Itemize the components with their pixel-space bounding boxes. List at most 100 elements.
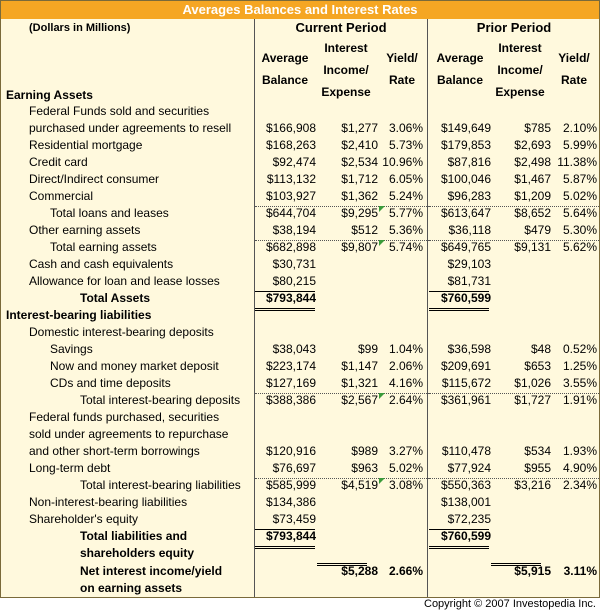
current-yield-cell: 10.96% [382,155,423,169]
current-interest-cell: $989 [351,444,378,458]
row-label: Long-term debt [29,461,111,475]
prior-average-balance-cell: $209,691 [440,359,491,373]
current-average-balance-cell: $120,916 [265,444,316,458]
row-label: Earning Assets [6,88,93,102]
prior-average-balance-cell: $96,283 [447,189,491,203]
current-yield-cell: 5.73% [388,138,423,152]
current-average-balance-cell: $793,844 [265,529,316,543]
prior-average-balance-cell: $138,001 [440,495,491,509]
prior-yield-cell: 5.64% [562,206,597,220]
row-label: Net interest income/yield [80,564,223,578]
comment-marker-icon [379,478,385,484]
row-label: Total interest-bearing deposits [80,393,241,407]
prior-yield-cell: 2.34% [562,478,597,492]
row-label: Federal Funds sold and securities [29,104,210,118]
current-interest-cell: $9,295 [341,206,378,220]
current-average-balance-cell: $127,169 [265,376,316,390]
col-header-yield: Yield/ Rate [558,51,590,87]
table-title: Averages Balances and Interest Rates [1,1,599,19]
prior-yield-cell: 5.02% [562,189,597,203]
table-rule [255,206,429,207]
col-header-average-balance: Average Balance [436,51,484,87]
prior-period-header: Prior Period [476,20,552,35]
prior-average-balance-cell: $179,853 [440,138,491,152]
table-rule [317,563,367,566]
balance-sheet-table: Averages Balances and Interest Rates (Do… [0,0,600,598]
prior-yield-cell: 4.90% [562,461,597,475]
current-average-balance-cell: $113,132 [266,172,316,186]
table-rule [255,291,315,292]
row-label: Shareholder's equity [29,512,139,526]
current-interest-cell: $1,277 [341,121,378,135]
prior-interest-cell: $48 [530,342,551,356]
prior-interest-cell: $653 [524,359,551,373]
prior-average-balance-cell: $77,924 [447,461,491,475]
current-yield-cell: 2.64% [388,393,423,407]
prior-interest-cell: $1,727 [514,393,551,407]
table-rule [429,206,599,207]
prior-interest-cell: $2,693 [514,138,551,152]
prior-yield-cell: 5.30% [562,223,597,237]
table-rule [255,546,315,549]
units-note: (Dollars in Millions) [29,22,131,34]
row-label: shareholders equity [80,546,195,560]
row-label: Savings [50,342,93,356]
prior-interest-cell: $534 [524,444,551,458]
prior-average-balance-cell: $36,598 [447,342,491,356]
current-average-balance-cell: $38,194 [272,223,316,237]
prior-average-balance-cell: $110,478 [441,444,491,458]
copyright-notice: Copyright © 2007 Investopedia Inc. [424,598,596,610]
table-rule [255,478,429,479]
current-average-balance-cell: $793,844 [265,291,316,305]
row-label: and other short-term borrowings [29,444,200,458]
prior-interest-cell: $2,498 [514,155,551,169]
row-label: Total liabilities and [80,529,188,543]
prior-average-balance-cell: $361,961 [440,393,491,407]
prior-average-balance-cell: $87,816 [447,155,491,169]
col-header-yield: Yield/ Rate [386,51,418,87]
prior-average-balance-cell: $36,118 [448,223,492,237]
current-average-balance-cell: $80,215 [272,274,316,288]
prior-yield-cell: 0.52% [562,342,597,356]
prior-interest-cell: $785 [524,121,551,135]
current-interest-cell: $1,321 [341,376,378,390]
prior-average-balance-cell: $149,649 [440,121,491,135]
current-yield-cell: 5.77% [388,206,423,220]
current-average-balance-cell: $103,927 [265,189,316,203]
current-average-balance-cell: $73,459 [272,512,316,526]
current-yield-cell: 2.06% [388,359,423,373]
row-label: Federal funds purchased, securities [29,410,220,424]
row-label: Other earning assets [29,223,141,237]
prior-average-balance-cell: $29,103 [447,257,491,271]
current-average-balance-cell: $682,898 [265,240,316,254]
current-yield-cell: 3.08% [388,478,423,492]
current-average-balance-cell: $168,263 [265,138,316,152]
column-divider [427,19,428,597]
prior-yield-cell: 5.62% [562,240,597,254]
table-rule [429,529,489,530]
row-label: Now and money market deposit [50,359,219,373]
row-label: Residential mortgage [29,138,143,152]
current-yield-cell: 5.36% [388,223,423,237]
current-interest-cell: $1,147 [341,359,378,373]
comment-marker-icon [379,393,385,399]
prior-average-balance-cell: $649,765 [440,240,491,254]
current-average-balance-cell: $166,908 [265,121,316,135]
current-average-balance-cell: $585,999 [265,478,316,492]
prior-yield-cell: 1.91% [562,393,597,407]
prior-average-balance-cell: $115,672 [441,376,491,390]
prior-interest-cell: $1,209 [514,189,551,203]
current-interest-cell: $2,567 [341,393,378,407]
col-header-average-balance: Average Balance [261,51,309,87]
prior-average-balance-cell: $100,046 [440,172,491,186]
current-average-balance-cell: $388,386 [265,393,316,407]
prior-average-balance-cell: $760,599 [440,291,491,305]
current-yield-cell: 3.27% [388,444,423,458]
prior-yield-cell: 11.38% [557,155,597,169]
current-interest-cell: $2,534 [341,155,378,169]
current-interest-cell: $9,807 [341,240,378,254]
row-label: Commercial [29,189,94,203]
current-interest-cell: $963 [351,461,378,475]
table-rule [255,308,315,311]
current-yield-cell: 5.74% [388,240,423,254]
